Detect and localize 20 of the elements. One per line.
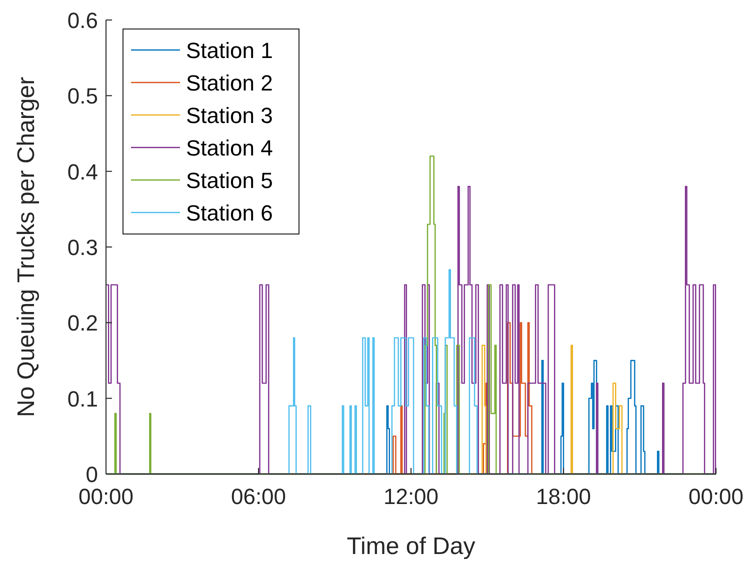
x-axis-title: Time of Day	[346, 533, 476, 560]
y-tick-label: 0.5	[67, 84, 98, 109]
legend-label: Station 2	[186, 70, 273, 96]
y-tick-label: 0.1	[67, 386, 98, 412]
y-tick-label: 0	[86, 462, 98, 487]
x-tick-label: 00:00	[78, 484, 134, 509]
y-tick-label: 0.2	[67, 310, 98, 336]
legend-label: Station 4	[186, 136, 273, 160]
y-tick-label: 0.6	[67, 8, 98, 33]
y-tick-label: 0.4	[67, 159, 98, 184]
y-tick-label: 0.3	[67, 235, 98, 260]
legend-label: Station 5	[186, 168, 273, 193]
x-tick-label: 18:00	[536, 484, 592, 509]
x-tick-label: 00:00	[688, 484, 744, 509]
legend-label: Station 6	[186, 200, 273, 226]
legend-label: Station 1	[186, 38, 273, 63]
x-tick-label: 06:00	[230, 484, 286, 509]
y-axis-title: No Queuing Trucks per Charger	[13, 76, 40, 418]
x-tick-label: 12:00	[383, 484, 439, 509]
legend-label: Station 3	[186, 103, 273, 128]
